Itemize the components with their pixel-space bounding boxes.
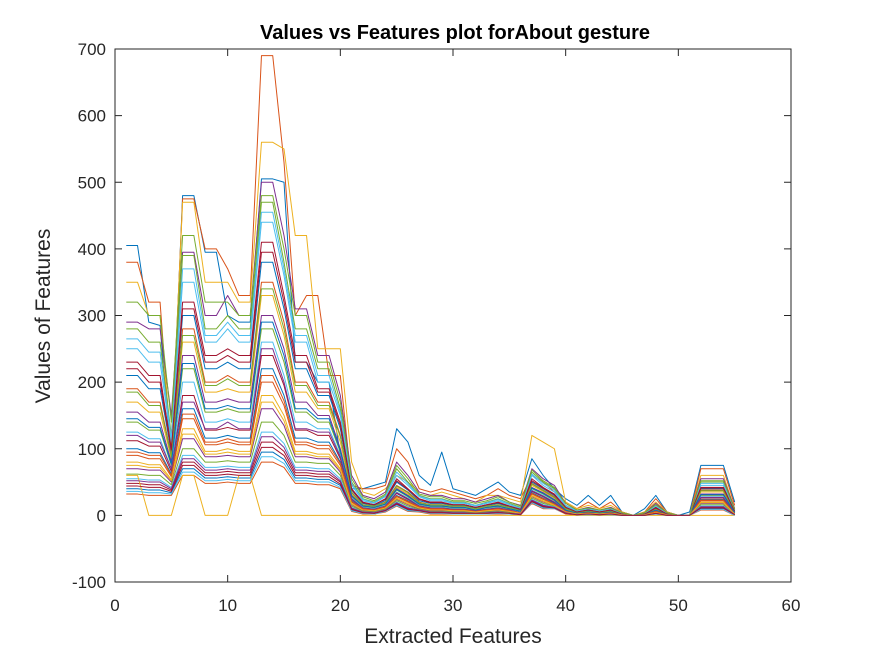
x-tick-label: 60 — [782, 596, 801, 615]
series-layer — [126, 55, 736, 516]
y-tick-label: 200 — [78, 373, 106, 392]
x-tick-label: 30 — [444, 596, 463, 615]
chart-title: Values vs Features plot forAbout gesture — [260, 22, 650, 44]
y-tick-label: 400 — [78, 240, 106, 259]
y-tick-label: 500 — [78, 173, 106, 192]
x-tick-label: 0 — [110, 596, 119, 615]
y-tick-label: 0 — [97, 506, 106, 525]
x-axis-ticks: 0 10 20 30 40 50 60 — [110, 49, 800, 615]
y-tick-label: 100 — [78, 440, 106, 459]
y-tick-label: -100 — [72, 573, 106, 592]
y-tick-label: 700 — [78, 40, 106, 59]
y-axis-label: Values of Features — [32, 229, 55, 404]
x-tick-label: 40 — [556, 596, 575, 615]
y-tick-label: 600 — [78, 107, 106, 126]
x-tick-label: 10 — [218, 596, 237, 615]
x-tick-label: 20 — [331, 596, 350, 615]
y-axis-ticks: -100 0 100 200 300 400 500 600 700 — [72, 40, 791, 592]
series-line-35 — [126, 446, 735, 516]
y-tick-label: 300 — [78, 307, 106, 326]
x-tick-label: 50 — [669, 596, 688, 615]
x-axis-label: Extracted Features — [364, 625, 541, 648]
